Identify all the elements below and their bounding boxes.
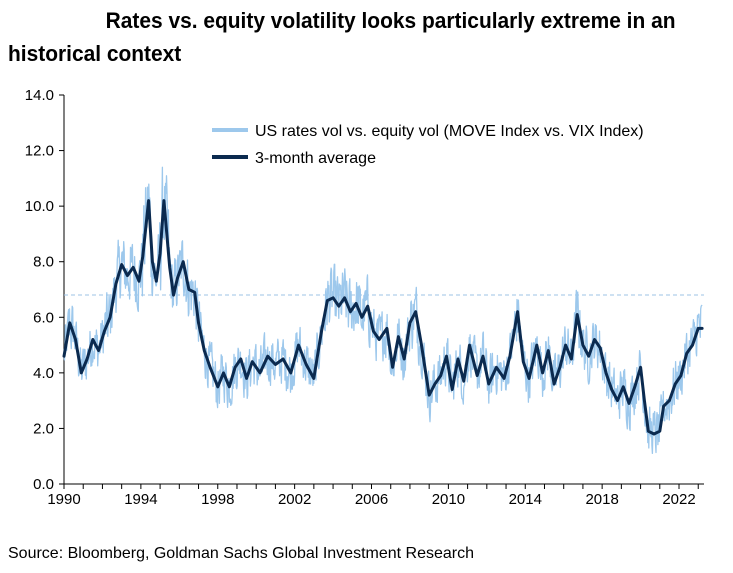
legend-label-daily: US rates vol vs. equity vol (MOVE Index …	[255, 123, 644, 140]
x-tick-label: 2010	[432, 491, 465, 508]
y-tick-label: 12.0	[25, 143, 54, 160]
legend-label-average: 3-month average	[255, 150, 376, 167]
average-line	[62, 199, 704, 436]
x-tick-label: 2014	[509, 491, 542, 508]
daily-series-group	[63, 166, 703, 455]
x-tick-label: 1998	[201, 491, 234, 508]
y-tick-label: 8.0	[33, 254, 54, 271]
y-tick-label: 14.0	[25, 87, 54, 104]
chart-title: Rates vs. equity volatility looks partic…	[8, 8, 676, 66]
chart-legend: US rates vol vs. equity vol (MOVE Index …	[212, 123, 644, 167]
x-tick-label: 2022	[662, 491, 695, 508]
x-tick-label: 2018	[585, 491, 618, 508]
y-tick-label: 0.0	[33, 476, 54, 493]
y-tick-label: 2.0	[33, 420, 54, 437]
y-tick-label: 6.0	[33, 309, 54, 326]
source-note: Source: Bloomberg, Goldman Sachs Global …	[8, 545, 475, 562]
chart-axes: 0.0 2.0 4.0 6.0 8.0 10.0 12.0 14.0 1990 1994 1998 2…	[25, 87, 704, 508]
x-tick-label: 2002	[278, 491, 311, 508]
x-tick-label: 1990	[47, 491, 80, 508]
y-tick-label: 10.0	[25, 198, 54, 215]
daily-ratio-line	[63, 166, 703, 455]
average-series-group	[62, 199, 704, 436]
x-tick-label: 1994	[124, 491, 157, 508]
x-tick-label: 2006	[355, 491, 388, 508]
y-tick-label: 4.0	[33, 365, 54, 382]
